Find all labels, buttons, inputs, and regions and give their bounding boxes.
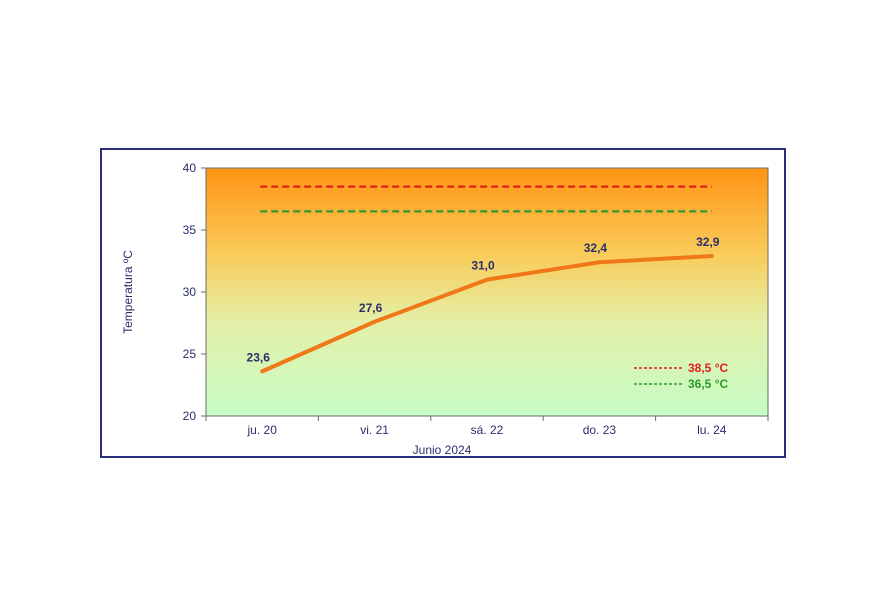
data-label: 32,9 [696,235,720,249]
x-tick-label: vi. 21 [360,423,389,437]
chart-frame: 20 25 30 35 40 ju. 20 vi. 21 sá. 22 do. 23 lu. 24… [100,148,786,458]
data-label: 32,4 [584,241,608,255]
x-axis-title: Junio 2024 [413,443,472,456]
x-tick-label: lu. 24 [697,423,727,437]
y-tick-label: 30 [183,285,197,299]
y-tick-label: 40 [183,161,197,175]
series-group [260,254,714,374]
data-label: 23,6 [247,350,271,364]
x-tick-label: do. 23 [583,423,617,437]
threshold-lines [260,185,712,213]
y-tick-label: 20 [183,409,197,423]
data-labels: 23,6 27,6 31,0 32,4 32,9 [247,235,720,364]
y-tick-label: 35 [183,223,197,237]
y-axis-title: Temperatura ºC [121,250,135,334]
data-label: 31,0 [471,259,495,273]
y-tick-label: 25 [183,347,197,361]
x-tick-label: ju. 20 [247,423,278,437]
legend-label: 36,5 °C [688,377,728,391]
data-label: 27,6 [359,301,383,315]
legend-label: 38,5 °C [688,361,728,375]
temperature-chart: 20 25 30 35 40 ju. 20 vi. 21 sá. 22 do. 23 lu. 24… [121,161,769,456]
plot-area [206,168,768,416]
x-tick-label: sá. 22 [471,423,504,437]
series-line [260,254,714,374]
legend: 38,5 °C 36,5 °C [634,361,728,391]
axes: 20 25 30 35 40 ju. 20 vi. 21 sá. 22 do. 23 lu. 24 [183,161,769,437]
